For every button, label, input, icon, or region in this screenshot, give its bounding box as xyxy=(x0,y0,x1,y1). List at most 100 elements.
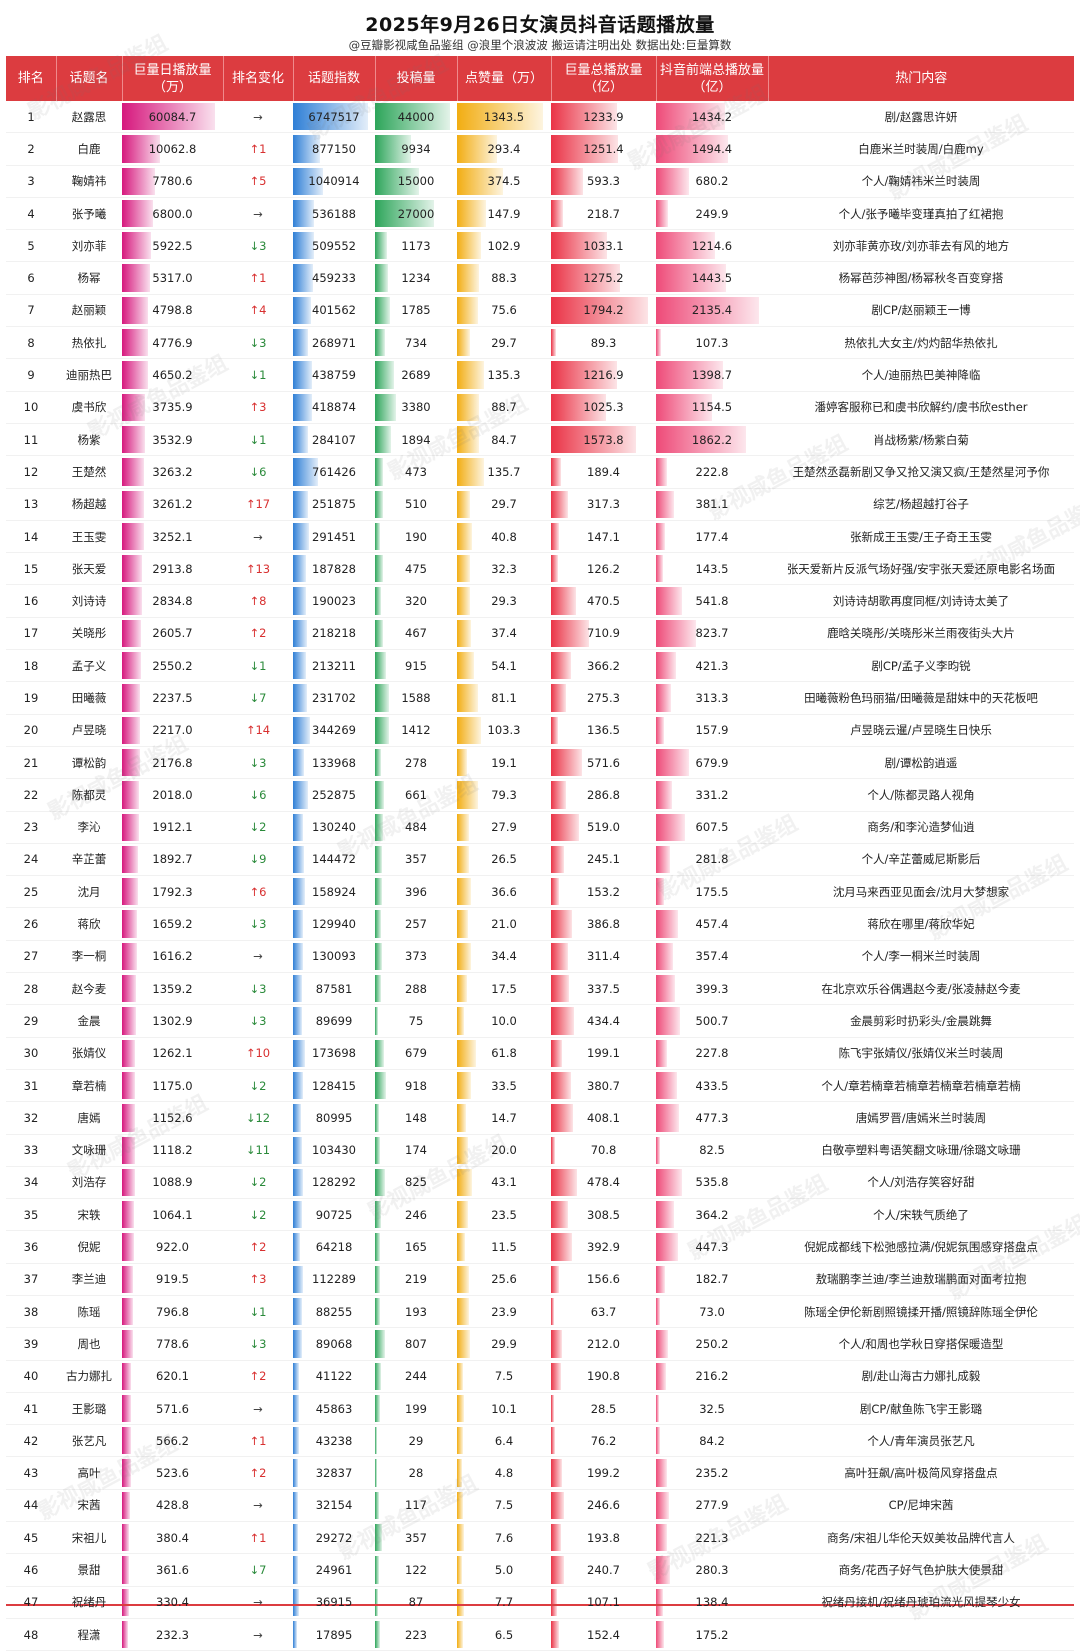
change-value: ↑3 xyxy=(249,400,267,415)
total-bar xyxy=(551,1394,555,1423)
likes-bar xyxy=(457,1362,464,1390)
change-value: ↓11 xyxy=(245,1143,271,1158)
front-bar xyxy=(656,1427,661,1455)
cell-daily: 3263.2 xyxy=(122,455,223,489)
cell-total: 1251.4 xyxy=(551,132,656,166)
posts-value: 1785 xyxy=(401,303,431,318)
cell-name: 金晨 xyxy=(56,1004,122,1038)
cell-change: ↑13 xyxy=(223,552,293,586)
cell-front: 107.3 xyxy=(656,326,768,360)
cell-change: → xyxy=(223,940,293,974)
cell-change: ↑4 xyxy=(223,294,293,328)
cell-posts: 87 xyxy=(375,1586,457,1619)
cell-front: 357.4 xyxy=(656,940,768,974)
posts-value: 44000 xyxy=(397,109,435,124)
cell-daily: 922.0 xyxy=(122,1230,223,1264)
cell-index: 29272 xyxy=(293,1521,375,1555)
front-value: 680.2 xyxy=(695,174,729,189)
front-value: 227.8 xyxy=(695,1046,729,1061)
cell-posts: 3380 xyxy=(375,391,457,424)
index-value: 459233 xyxy=(312,271,356,286)
front-bar xyxy=(656,1265,665,1293)
change-value: ↑4 xyxy=(249,303,267,318)
cell-total: 240.7 xyxy=(551,1553,656,1587)
daily-bar xyxy=(122,1620,128,1649)
cell-front: 73.0 xyxy=(656,1295,768,1329)
posts-bar xyxy=(375,1394,381,1423)
cell-front: 680.2 xyxy=(656,165,768,198)
index-value: 32837 xyxy=(315,1466,353,1481)
hot-value: 剧/赵露思许妍 xyxy=(884,109,958,124)
cell-name: 鞠婧祎 xyxy=(56,165,122,198)
front-bar xyxy=(656,652,677,680)
change-value: ↓12 xyxy=(245,1110,271,1125)
cell-change: ↑8 xyxy=(223,584,293,618)
cell-posts: 244 xyxy=(375,1360,457,1393)
cell-total: 156.6 xyxy=(551,1263,656,1296)
likes-value: 54.1 xyxy=(491,658,517,673)
cell-hot: 商务/宋祖儿华伦天奴美妆品牌代言人 xyxy=(768,1521,1074,1555)
cell-rank: 13 xyxy=(6,488,56,521)
cell-hot: 张天爱新片反派气场好强/安宇张天爱还原电影名场面 xyxy=(768,552,1074,586)
posts-bar xyxy=(375,878,383,906)
hot-value: CP/尼坤宋茜 xyxy=(888,1498,954,1513)
likes-bar xyxy=(457,458,485,486)
front-bar xyxy=(656,1297,660,1326)
cell-index: 41122 xyxy=(293,1360,375,1393)
cell-front: 399.3 xyxy=(656,972,768,1006)
cell-change: ↓12 xyxy=(223,1101,293,1135)
total-bar xyxy=(551,878,560,906)
cell-likes: 10.1 xyxy=(457,1392,551,1426)
cell-rank: 45 xyxy=(6,1521,56,1555)
cell-total: 147.1 xyxy=(551,520,656,554)
cell-daily: 428.8 xyxy=(122,1489,223,1523)
cell-index: 32837 xyxy=(293,1456,375,1490)
total-value: 199.2 xyxy=(587,1466,620,1481)
likes-bar xyxy=(457,748,468,777)
total-bar xyxy=(551,1491,565,1520)
cell-hot: 张新成王玉雯/王子奇王玉雯 xyxy=(768,520,1074,554)
index-bar xyxy=(293,393,312,421)
cell-total: 246.6 xyxy=(551,1489,656,1523)
front-bar xyxy=(656,878,665,906)
cell-index: 1040914 xyxy=(293,165,375,198)
posts-bar xyxy=(375,1524,382,1552)
front-value: 235.2 xyxy=(695,1466,729,1481)
total-value: 311.4 xyxy=(587,949,620,964)
hot-value: 刘亦菲黄亦玫/刘亦菲去有风的地方 xyxy=(832,238,1010,253)
total-value: 190.8 xyxy=(587,1369,620,1384)
daily-value: 1359.2 xyxy=(152,981,193,996)
daily-value: 778.6 xyxy=(156,1336,189,1351)
cell-front: 381.1 xyxy=(656,488,768,521)
index-value: 64218 xyxy=(315,1240,353,1255)
total-bar xyxy=(551,845,565,874)
likes-bar xyxy=(457,975,467,1003)
change-value: ↓3 xyxy=(249,1013,267,1028)
change-value: ↓3 xyxy=(249,755,267,770)
posts-value: 396 xyxy=(405,884,427,899)
total-bar xyxy=(551,619,590,648)
table-row: 47 祝绪丹 330.4 → 36915 87 7.7 107.1 138.4 祝绪丹接机/祝绪丹… xyxy=(6,1586,1074,1619)
total-bar xyxy=(551,1007,575,1035)
cell-daily: 1792.3 xyxy=(122,875,223,909)
daily-value: 5317.0 xyxy=(152,271,193,286)
index-bar xyxy=(293,232,314,260)
posts-bar xyxy=(375,813,383,841)
cell-index: 103430 xyxy=(293,1134,375,1167)
cell-rank: 7 xyxy=(6,294,56,328)
cell-front: 1443.5 xyxy=(656,261,768,295)
hot-value: 个人/陈都灵路人视角 xyxy=(867,787,975,802)
total-value: 245.1 xyxy=(587,852,620,867)
daily-value: 2176.8 xyxy=(152,755,193,770)
likes-bar xyxy=(457,329,470,357)
total-value: 156.6 xyxy=(587,1272,620,1287)
name-value: 赵丽颖 xyxy=(71,303,107,318)
name-value: 高叶 xyxy=(77,1466,101,1481)
posts-bar xyxy=(375,619,383,648)
cell-likes: 6.5 xyxy=(457,1618,551,1651)
cell-rank: 15 xyxy=(6,552,56,586)
cell-likes: 29.9 xyxy=(457,1327,551,1361)
cell-index: 213211 xyxy=(293,649,375,683)
posts-bar xyxy=(375,1233,380,1261)
cell-hot: 剧CP/赵丽颖王一博 xyxy=(768,294,1074,328)
